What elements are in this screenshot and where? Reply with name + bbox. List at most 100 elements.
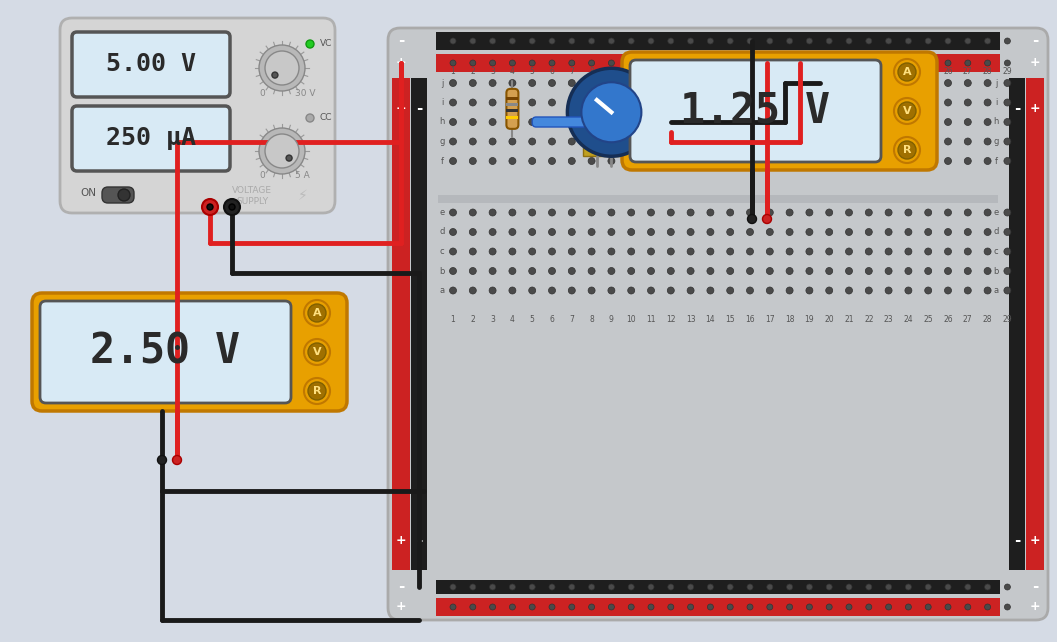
Circle shape (826, 248, 833, 255)
Circle shape (628, 80, 634, 87)
Circle shape (1004, 38, 1010, 44)
Circle shape (569, 60, 575, 66)
Circle shape (746, 138, 754, 145)
Text: 250 μA: 250 μA (106, 126, 196, 150)
Text: 3: 3 (490, 315, 495, 324)
Circle shape (648, 38, 654, 44)
Circle shape (648, 80, 654, 87)
Circle shape (648, 248, 654, 255)
Circle shape (449, 99, 457, 106)
Text: 2.50 V: 2.50 V (91, 331, 241, 373)
Circle shape (528, 209, 536, 216)
Text: 30 V: 30 V (295, 89, 315, 98)
Circle shape (667, 229, 674, 236)
Circle shape (964, 80, 971, 87)
Text: +: + (1030, 534, 1040, 546)
Circle shape (905, 229, 912, 236)
Text: d: d (994, 227, 999, 236)
Circle shape (846, 138, 853, 145)
Circle shape (469, 604, 476, 610)
Circle shape (984, 209, 991, 216)
Circle shape (786, 229, 793, 236)
Circle shape (766, 157, 774, 164)
Circle shape (628, 248, 634, 255)
Circle shape (509, 584, 516, 590)
Text: 9: 9 (609, 67, 614, 76)
Bar (583, 143, 639, 156)
FancyBboxPatch shape (533, 117, 592, 127)
Circle shape (530, 584, 535, 590)
Circle shape (589, 604, 595, 610)
Circle shape (905, 248, 912, 255)
Circle shape (885, 138, 892, 145)
Circle shape (207, 204, 214, 210)
Circle shape (608, 80, 615, 87)
Circle shape (259, 128, 305, 174)
Circle shape (707, 604, 713, 610)
Text: 19: 19 (804, 315, 814, 324)
Circle shape (766, 604, 773, 610)
Circle shape (569, 119, 575, 125)
FancyBboxPatch shape (630, 60, 880, 162)
Circle shape (667, 119, 674, 125)
Circle shape (766, 584, 773, 590)
Circle shape (965, 584, 970, 590)
Circle shape (984, 229, 991, 236)
Text: h: h (994, 117, 999, 126)
Circle shape (489, 80, 496, 87)
FancyBboxPatch shape (32, 293, 347, 411)
Circle shape (786, 138, 793, 145)
Text: f: f (995, 157, 998, 166)
Text: 27: 27 (963, 67, 972, 76)
Text: 13: 13 (686, 67, 696, 76)
Circle shape (805, 99, 813, 106)
Text: 29: 29 (1003, 67, 1013, 76)
Circle shape (905, 119, 912, 125)
Text: 15: 15 (725, 67, 735, 76)
Circle shape (450, 584, 456, 590)
Circle shape (866, 60, 872, 66)
Circle shape (528, 138, 536, 145)
Circle shape (628, 157, 634, 164)
Text: 0: 0 (259, 89, 265, 98)
Circle shape (805, 209, 813, 216)
FancyBboxPatch shape (60, 18, 335, 213)
Circle shape (628, 99, 634, 106)
FancyBboxPatch shape (101, 187, 134, 203)
Circle shape (608, 209, 615, 216)
Circle shape (866, 268, 872, 275)
Text: b: b (994, 266, 999, 275)
Circle shape (965, 60, 970, 66)
Circle shape (766, 248, 774, 255)
Circle shape (648, 229, 654, 236)
Text: 22: 22 (864, 67, 873, 76)
Circle shape (925, 248, 931, 255)
Text: +: + (395, 600, 406, 614)
Circle shape (766, 287, 774, 294)
Circle shape (688, 584, 693, 590)
Text: 27: 27 (963, 315, 972, 324)
Circle shape (805, 138, 813, 145)
Circle shape (449, 248, 457, 255)
Circle shape (549, 287, 556, 294)
Circle shape (984, 80, 991, 87)
Circle shape (628, 209, 634, 216)
Circle shape (866, 229, 872, 236)
Circle shape (886, 604, 892, 610)
Circle shape (304, 339, 330, 365)
Circle shape (727, 604, 734, 610)
Circle shape (766, 138, 774, 145)
Text: 28: 28 (983, 67, 993, 76)
Text: 5 A: 5 A (295, 171, 310, 180)
Circle shape (894, 59, 920, 85)
Circle shape (846, 99, 853, 106)
Circle shape (846, 157, 853, 164)
Circle shape (608, 119, 615, 125)
Text: 18: 18 (785, 67, 795, 76)
Circle shape (449, 268, 457, 275)
Circle shape (746, 229, 754, 236)
Circle shape (569, 604, 575, 610)
Circle shape (667, 209, 674, 216)
Circle shape (569, 584, 575, 590)
Circle shape (806, 604, 813, 610)
